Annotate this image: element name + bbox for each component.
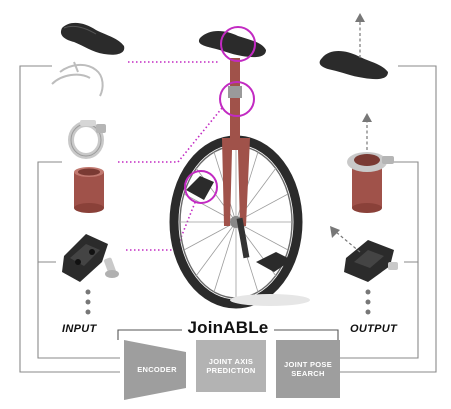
diagram-title: JoinABLe xyxy=(187,318,269,337)
input-seat-clamp xyxy=(68,120,106,159)
joint-pose-shape xyxy=(276,340,340,398)
input-more-dots xyxy=(85,289,91,315)
left-inner-connector-2 xyxy=(37,262,120,359)
joint-axis-shape xyxy=(196,340,266,392)
encoder-shape xyxy=(124,340,186,400)
output-label: OUTPUT xyxy=(350,323,398,335)
unicycle xyxy=(169,31,310,309)
highlight-link-pedal xyxy=(126,199,197,251)
input-saddle xyxy=(60,22,125,55)
highlight-circle-seat xyxy=(220,26,256,62)
title-bracket-left xyxy=(117,329,182,340)
highlight-circle-pedal xyxy=(184,170,218,204)
joint-pose-search-box: JOINT POSE SEARCH xyxy=(283,359,332,378)
left-inner-connector xyxy=(37,161,62,263)
right-inner-connector xyxy=(390,161,419,263)
title-bracket-right xyxy=(274,329,339,340)
highlight-link-clamp xyxy=(118,107,223,163)
right-inner-connector-2 xyxy=(338,262,419,359)
left-outer-connector xyxy=(19,65,120,373)
input-seat-tube xyxy=(74,167,104,213)
input-pedal-bolt xyxy=(104,257,119,278)
input-label: INPUT xyxy=(62,323,97,335)
joint-axis-prediction-box: JOINT AXIS PREDICTION xyxy=(206,356,256,375)
output-saddle xyxy=(319,13,388,80)
highlight-circle-clamp xyxy=(219,81,255,117)
input-seat-rail xyxy=(51,61,104,97)
input-pedal xyxy=(62,234,108,282)
output-clamp-tube xyxy=(347,113,394,213)
encoder-box: ENCODER xyxy=(137,365,177,375)
right-outer-connector xyxy=(338,65,437,373)
output-more-dots xyxy=(365,289,371,315)
output-pedal xyxy=(330,226,398,282)
